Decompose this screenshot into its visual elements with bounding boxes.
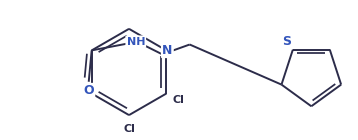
Text: Cl: Cl	[172, 95, 184, 105]
Text: N: N	[162, 44, 173, 57]
Text: O: O	[83, 84, 94, 97]
Text: S: S	[282, 35, 292, 48]
Text: NH: NH	[126, 37, 145, 47]
Text: Cl: Cl	[123, 124, 135, 134]
